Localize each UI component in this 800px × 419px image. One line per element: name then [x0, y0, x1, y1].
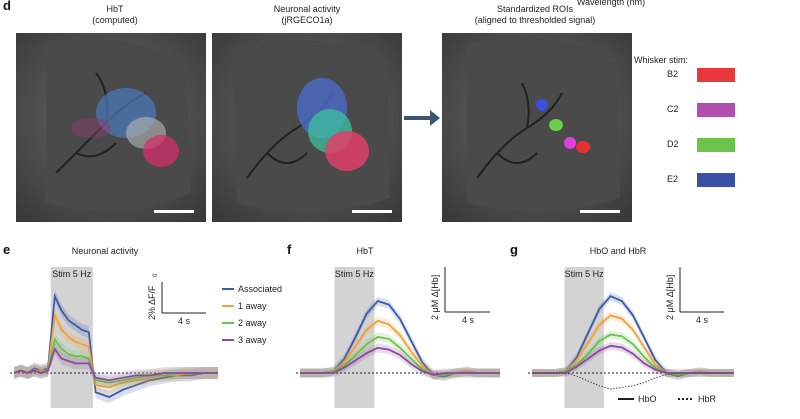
legend-label-3: 3 away: [238, 335, 267, 345]
legend-label-hbr: HbR: [698, 394, 717, 404]
error-band-0: [532, 292, 734, 381]
neuronal-activity-chart: Stim 5 Hz 2% ΔF/F 0 4 s Associated 1 away 2 aw…: [10, 267, 282, 408]
scale-label-x: 4 s: [178, 316, 191, 326]
panel-f-title: HbT: [356, 246, 374, 256]
scale-label-y: 2 μM Δ[Hb]: [665, 275, 675, 320]
legend-label-0: Associated: [238, 284, 282, 294]
scale-label-y-subscript: 0: [153, 273, 159, 277]
panel-g-title: HbO and HbR: [589, 246, 647, 256]
error-band-3: [300, 343, 500, 380]
whisker-legend-title: Whisker stim:: [634, 55, 688, 65]
scale-label-x: 4 s: [696, 315, 709, 325]
stim-label: Stim 5 Hz: [52, 269, 92, 279]
image-title-line1: HbT: [106, 4, 124, 14]
series-line-4: [532, 372, 734, 390]
standardized-rois-image: [442, 33, 632, 222]
scale-bar: [154, 210, 194, 213]
whisker-legend-label-e2: E2: [667, 174, 679, 184]
error-band-1: [532, 311, 734, 379]
legend-label-1: 1 away: [238, 301, 267, 311]
series-line-0: [13, 292, 218, 398]
series-line-0: [532, 295, 734, 378]
whisker-legend-label-c2: C2: [667, 104, 679, 114]
scale-label-y: 2% ΔF/F: [147, 285, 157, 320]
scale-bar: [352, 210, 392, 213]
whisker-legend-swatch-b2: [697, 68, 735, 82]
series-line-3: [300, 346, 500, 376]
image-title-rois: Standardized ROIs (aligned to thresholde…: [440, 4, 630, 26]
stim-label: Stim 5 Hz: [565, 269, 605, 279]
whisker-legend-swatch-c2: [697, 103, 735, 117]
wavelength-label: Wavelength (nm): [576, 0, 646, 7]
panel-letter-f: f: [287, 242, 292, 257]
image-title-line1: Standardized ROIs: [496, 4, 574, 14]
hbt-image: [16, 33, 206, 222]
error-band-2: [300, 332, 500, 380]
image-title-line2: (aligned to thresholded signal): [474, 15, 596, 25]
hbo-hbr-chart: Stim 5 Hz 2 μM Δ[Hb] 4 s HbO HbR: [528, 267, 734, 408]
neuronal-activity-image: [212, 33, 402, 222]
series-line-1: [13, 312, 218, 389]
whisker-legend-swatch-e2: [697, 173, 735, 187]
legend-label-2: 2 away: [238, 318, 267, 328]
panel-letter-d: d: [3, 0, 11, 13]
image-title-hbt: HbT (computed): [40, 4, 190, 26]
whisker-legend-label-b2: B2: [667, 69, 679, 79]
arrow-right-icon: [404, 110, 440, 126]
whisker-legend-swatch-d2: [697, 138, 735, 152]
scale-bar: [580, 210, 620, 213]
image-title-line2: (jRGECO1a): [281, 15, 333, 25]
stim-box: [50, 267, 93, 408]
hbt-chart: Stim 5 Hz 2 μM Δ[Hb] 4 s: [296, 267, 500, 408]
series-line-3: [13, 346, 218, 382]
panel-e-title: Neuronal activity: [71, 246, 139, 256]
whisker-legend-label-d2: D2: [667, 139, 679, 149]
image-title-line1: Neuronal activity: [273, 4, 341, 14]
image-title-line2: (computed): [92, 15, 138, 25]
panel-letter-e: e: [3, 242, 11, 257]
scale-label-y: 2 μM Δ[Hb]: [430, 275, 440, 320]
image-title-neuronal: Neuronal activity (jRGECO1a): [212, 4, 402, 26]
stim-label: Stim 5 Hz: [335, 269, 375, 279]
legend-label-hbo: HbO: [638, 394, 657, 404]
panel-letter-g: g: [510, 242, 518, 257]
scale-label-x: 4 s: [462, 315, 475, 325]
